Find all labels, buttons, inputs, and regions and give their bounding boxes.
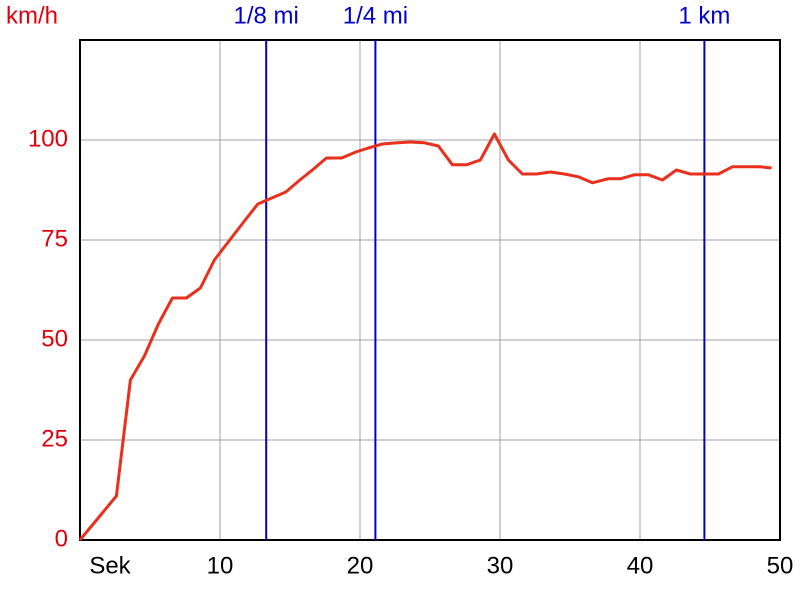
y-tick-label: 0 (55, 525, 68, 552)
y-tick-label: 50 (41, 325, 68, 352)
x-tick-label: 40 (627, 552, 654, 579)
x-tick-label: 20 (347, 552, 374, 579)
y-tick-label: 100 (28, 125, 68, 152)
plot-frame (79, 39, 781, 541)
y-tick-label: 75 (41, 225, 68, 252)
x-tick-label: 30 (487, 552, 514, 579)
speed-line (78, 132, 772, 541)
reference-label: 1/8 mi (234, 2, 299, 29)
x-tick-label: 50 (767, 552, 794, 579)
y-axis-label: km/h (6, 2, 58, 29)
reference-label: 1/4 mi (343, 2, 408, 29)
reference-label: 1 km (678, 2, 730, 29)
x-tick-label: 10 (207, 552, 234, 579)
y-tick-label: 25 (41, 425, 68, 452)
x-axis-label: Sek (89, 552, 131, 579)
